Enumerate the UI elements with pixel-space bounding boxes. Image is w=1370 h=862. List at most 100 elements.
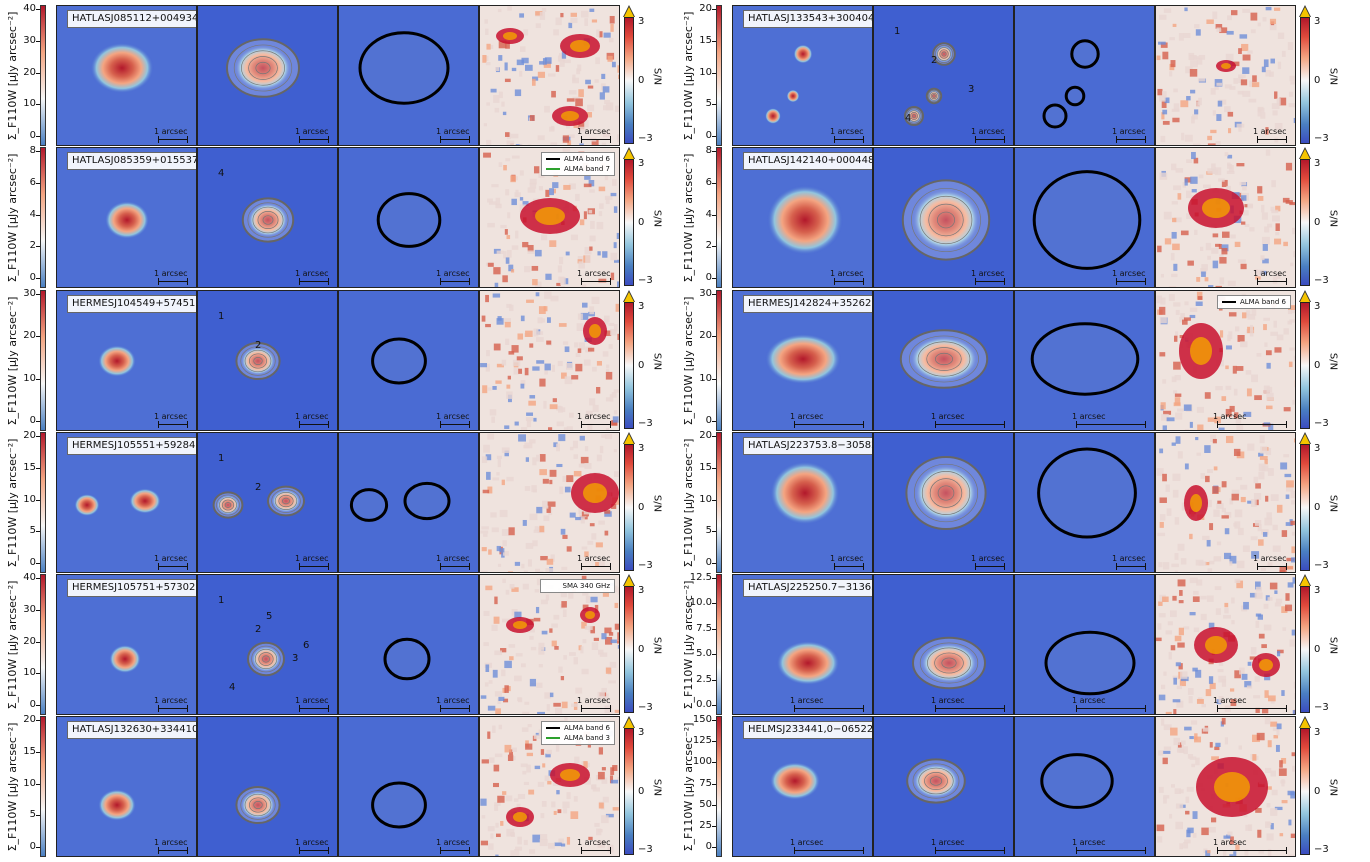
panel-observed: HATLASJ085359+015537/G09v1.40/No. S_31 1 …	[56, 147, 197, 288]
y-tick-label: 0	[705, 557, 712, 568]
panel-observed: HATLASJ223753.8−305828/HerBS68/No. S_39 1…	[732, 432, 873, 573]
colorbar-tick: −3	[638, 702, 653, 713]
y-tick-label: 15	[23, 461, 36, 473]
model-contour	[267, 485, 305, 517]
scale-bar	[935, 847, 1005, 854]
model-contour	[939, 49, 949, 59]
model-contour	[911, 187, 981, 253]
model-contour	[240, 346, 276, 376]
model-contour	[262, 655, 270, 663]
y-tick-label: 0.0	[696, 699, 712, 710]
flux-color-strip	[40, 432, 46, 573]
y-tick-label: 20	[699, 430, 712, 441]
colorbar-label: S/N	[651, 209, 663, 227]
snr-colorbar	[1300, 586, 1310, 713]
scale-bar	[1257, 136, 1287, 143]
model-contour	[226, 38, 300, 98]
y-tick-mark	[36, 294, 40, 295]
scale-label: 1 arcsec	[154, 269, 188, 278]
model-contour	[235, 342, 281, 380]
source-label: 1	[218, 311, 225, 322]
scale-bar	[1217, 421, 1287, 428]
colorbar-tick: 3	[638, 585, 645, 596]
legend-entry: SMA 340 GHz	[545, 581, 610, 591]
colorbar-tick: 0	[1314, 216, 1321, 228]
model-contour	[235, 786, 281, 824]
scale-bar	[299, 847, 329, 854]
colorbar-label: S/N	[1327, 209, 1339, 227]
model-contour	[247, 641, 285, 677]
y-tick-label: 15	[699, 34, 712, 46]
y-tick-mark	[712, 563, 716, 564]
colorbar-tick: −3	[638, 560, 653, 571]
mask-region	[1032, 170, 1142, 270]
model-contour	[254, 648, 278, 670]
model-contour	[913, 463, 979, 523]
model-contour	[941, 51, 947, 57]
mask-region	[1037, 447, 1137, 539]
colorbar-tick: 3	[1314, 16, 1321, 27]
panel-model: 1 arcsec 1 2 3 4 5 6	[197, 574, 338, 715]
scale-label: 1 arcsec	[295, 269, 329, 278]
panel-observed: HELMSJ233441,0−065220/HeLMS1/No. S_41 1 a…	[732, 716, 873, 857]
scale-label: 1 arcsec	[436, 554, 470, 563]
y-tick-label: 20	[699, 3, 712, 14]
y-tick-mark	[36, 9, 40, 10]
galaxy-blob	[769, 761, 821, 801]
colorbar-tick: −3	[1314, 133, 1329, 144]
colorbar-tick: −3	[1314, 702, 1329, 713]
panel-model: 1 arcsec 1 2 3 4	[873, 5, 1014, 146]
y-tick-label: 2	[705, 240, 712, 252]
panel-snr: 1 arcsec	[1155, 5, 1296, 146]
colorbar-tick: 3	[1314, 585, 1321, 596]
mask-region	[383, 637, 431, 681]
y-tick-label: 0	[29, 130, 36, 141]
flux-color-strip	[716, 716, 722, 857]
colorbar-extend-triangle	[624, 718, 634, 728]
y-tick-mark	[712, 151, 716, 152]
scale-bar	[440, 421, 470, 428]
colorbar-extend-triangle	[1300, 149, 1310, 159]
snr-colorbar	[624, 159, 634, 286]
panel-observed: HATLASJ132630+334410/NAv1,195/No. S_35 1 …	[56, 716, 197, 857]
model-contour	[925, 87, 943, 105]
y-tick-label: 150	[692, 714, 712, 725]
model-contour	[937, 485, 955, 501]
panel-title: HERMESJ142824+352620/HBootes03/No. S_38	[743, 295, 872, 313]
y-tick-label: 30	[699, 288, 712, 299]
colorbar-label: S/N	[1327, 494, 1339, 512]
scale-label: 1 arcsec	[154, 412, 188, 421]
colorbar-extend-triangle	[1300, 576, 1310, 586]
colorbar-tick: 3	[638, 727, 645, 738]
y-tick-label: 100	[692, 756, 712, 768]
scale-label: 1 arcsec	[1253, 127, 1287, 136]
mask-region	[1070, 39, 1100, 69]
model-contour	[278, 494, 294, 508]
y-tick-mark	[712, 378, 716, 380]
colorbar-tick: −3	[1314, 844, 1329, 855]
y-tick-mark	[712, 741, 716, 743]
colorbar-label: S/N	[1327, 636, 1339, 654]
model-contour	[241, 197, 295, 243]
legend-entry: ALMA band 6	[1221, 297, 1286, 307]
colorbar-tick: 3	[638, 158, 645, 169]
panel-model: 1 arcsec	[197, 716, 338, 857]
source-label: 2	[931, 55, 938, 66]
source-label: 4	[218, 168, 225, 179]
scale-label: 1 arcsec	[830, 127, 864, 136]
scale-label: 1 arcsec	[577, 838, 611, 847]
model-contour	[240, 790, 276, 820]
model-blob	[928, 90, 940, 102]
y-tick-label: 20	[23, 66, 36, 78]
colorbar-tick: 0	[638, 643, 645, 655]
scale-label: 1 arcsec	[1112, 127, 1146, 136]
panel-title: HERMESJ105751+573026/HLock01/No. S_34	[67, 579, 196, 597]
model-contour	[929, 91, 939, 101]
panel-mask: 1 arcsec	[338, 5, 479, 146]
scale-label: 1 arcsec	[436, 412, 470, 421]
scale-label: 1 arcsec	[1072, 412, 1106, 421]
scale-bar	[581, 278, 611, 285]
panel-observed: HERMESJ105551+592845/HLock08/No. S_33 1 a…	[56, 432, 197, 573]
scale-bar	[158, 847, 188, 854]
